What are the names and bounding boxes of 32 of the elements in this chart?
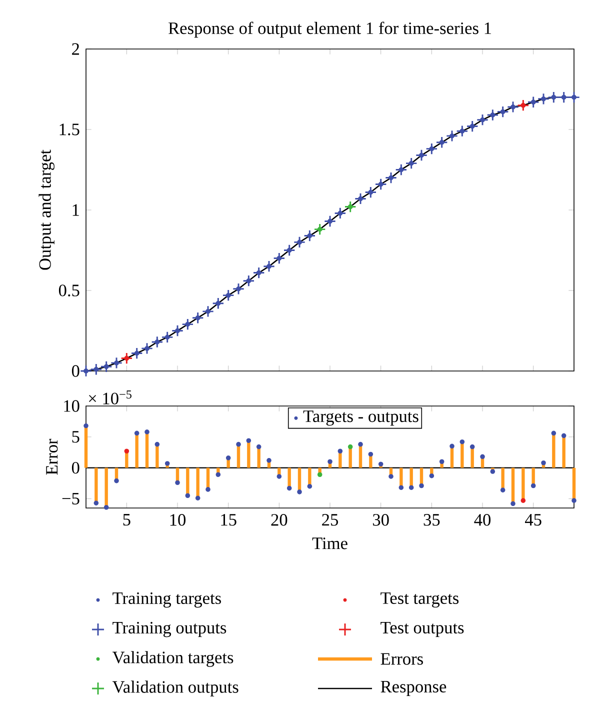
legend-label: Test outputs (380, 622, 464, 638)
x-tick-label: 30 (373, 514, 389, 526)
y-tick-label: 10 (64, 400, 80, 412)
y-tick-label: 5 (72, 431, 80, 443)
legend-label: Test targets (380, 592, 459, 608)
legend-label: Targets - outputs (303, 410, 418, 426)
text: Errors (380, 653, 423, 665)
y-tick-label: 0.5 (58, 284, 80, 296)
x-tick-label: 25 (322, 514, 338, 526)
y-tick-label: 1 (72, 204, 79, 216)
x-tick-label: 45 (525, 514, 542, 526)
x-axis-title: Time (312, 538, 348, 550)
x-tick-label: 5 (123, 514, 130, 526)
legend-label: Validation targets (112, 651, 234, 667)
y-tick-label: 1.5 (60, 124, 80, 136)
legend-label: Training outputs (112, 622, 226, 638)
x-tick-label: 10 (170, 514, 186, 526)
chart-title: Response of output element 1 for time-series 1 (168, 22, 491, 38)
y-tick-label: 0 (72, 365, 80, 377)
y-axis-title: Output and target (38, 150, 54, 270)
x-tick-label: 35 (424, 514, 440, 526)
x-tick-label: 15 (221, 514, 236, 526)
x-tick-label: 20 (271, 514, 288, 526)
legend-label: Response (380, 680, 446, 696)
y-axis-title: Error (46, 438, 58, 475)
text: × 10$^{−5}$ (88, 390, 132, 404)
y-tick-label: 2 (72, 43, 80, 55)
y-tick-label: −5 (62, 492, 80, 504)
x-tick-label: 40 (474, 514, 491, 526)
legend-label: Training targets (112, 592, 221, 608)
legend-label: Validation outputs (112, 680, 238, 696)
y-tick-label: 0 (72, 462, 80, 474)
